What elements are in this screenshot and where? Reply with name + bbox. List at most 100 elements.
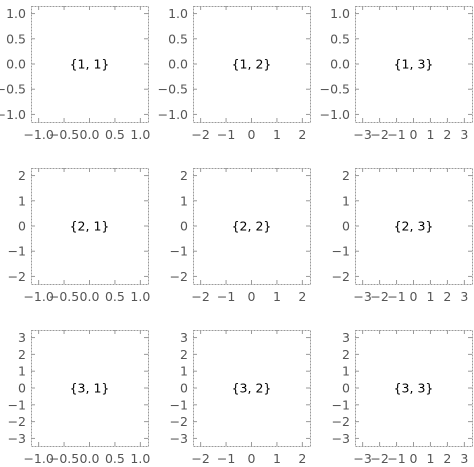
panel-2-1: −1.0−0.5 0.0 0.5 1.0 −2 −1 0 1 2 {2, 1} [8, 168, 150, 304]
x-tick-label: 0 [248, 289, 256, 304]
y-tick-label: 0 [342, 219, 350, 234]
x-tick-label: 2 [298, 451, 306, 466]
x-tick-label: −3 [353, 127, 371, 142]
y-tick-label: 0 [342, 381, 350, 396]
x-tick-label: −0.5 [49, 127, 79, 142]
x-tick-label: 0.0 [80, 451, 100, 466]
y-tick-label: 0.5 [168, 31, 188, 46]
x-tick-label: −1 [217, 451, 235, 466]
y-tick-label: −3 [8, 431, 26, 446]
x-tick-label: 1 [426, 127, 434, 142]
x-tick-label: 0 [248, 127, 256, 142]
y-tick-label: −1.0 [0, 107, 26, 122]
panel-label: {3, 1} [70, 381, 110, 396]
x-tick-label: 0 [410, 127, 418, 142]
x-tick-label: 3 [460, 127, 468, 142]
y-tick-label: 3 [342, 330, 350, 345]
y-tick-label: −0.5 [320, 82, 350, 97]
y-tick-label: 1.0 [6, 6, 26, 21]
panel-label: {2, 3} [394, 219, 434, 234]
x-tick-label: −3 [353, 451, 371, 466]
y-tick-label: 1 [342, 364, 350, 379]
x-tick-label: −2 [191, 289, 209, 304]
panel-label: {3, 2} [232, 381, 272, 396]
y-tick-label: 0 [18, 219, 26, 234]
x-tick-label: 2 [443, 127, 451, 142]
y-tick-label: 3 [18, 330, 26, 345]
panel-label: {1, 1} [70, 57, 110, 72]
x-tick-label: −1.0 [23, 451, 53, 466]
x-tick-label: 0 [410, 451, 418, 466]
panel-2-2: −2 −1 0 1 2 −2 −1 0 1 2 {2, 2} [170, 168, 311, 304]
x-tick-label: 0.5 [105, 289, 125, 304]
y-tick-label: 0.5 [6, 31, 26, 46]
y-tick-label: −1 [332, 397, 350, 412]
x-tick-label: 3 [460, 289, 468, 304]
y-tick-label: 2 [18, 168, 26, 183]
x-tick-label: −0.5 [49, 289, 79, 304]
y-tick-label: −3 [332, 431, 350, 446]
y-tick-label: −1 [8, 244, 26, 259]
x-tick-label: 0.5 [105, 451, 125, 466]
y-tick-label: 1 [180, 193, 188, 208]
y-tick-label: 1 [18, 193, 26, 208]
panel-label: {1, 3} [394, 57, 434, 72]
y-tick-label: −2 [8, 414, 26, 429]
y-tick-label: −2 [332, 414, 350, 429]
x-tick-label: −2 [370, 127, 388, 142]
x-tick-label: 1.0 [130, 127, 150, 142]
y-tick-label: −2 [170, 269, 188, 284]
y-tick-label: 0 [180, 381, 188, 396]
x-tick-label: 2 [298, 127, 306, 142]
x-tick-label: 2 [298, 289, 306, 304]
panel-1-2: −2 −1 0 1 2 −1.0 −0.5 0.0 0.5 1.0 {1, 2} [158, 6, 311, 142]
x-tick-label: 1 [426, 451, 434, 466]
y-tick-label: 3 [180, 330, 188, 345]
x-tick-label: 1.0 [130, 289, 150, 304]
x-tick-label: 0.0 [80, 127, 100, 142]
x-tick-label: −1 [387, 127, 405, 142]
x-tick-label: 0.0 [80, 289, 100, 304]
x-tick-label: −1.0 [23, 289, 53, 304]
y-tick-label: −1 [170, 397, 188, 412]
y-tick-label: 1 [18, 364, 26, 379]
y-tick-label: 1.0 [330, 6, 350, 21]
y-tick-label: −2 [332, 269, 350, 284]
y-tick-label: 2 [180, 347, 188, 362]
x-tick-label: −3 [353, 289, 371, 304]
y-tick-label: 1 [180, 364, 188, 379]
y-tick-label: −3 [170, 431, 188, 446]
y-tick-label: −1 [8, 397, 26, 412]
x-tick-label: 3 [460, 451, 468, 466]
y-tick-label: 1 [342, 193, 350, 208]
panel-1-3: −3−2−1 0 1 2 3 −1.0 −0.5 0.0 0.5 1.0 {1, 3} [320, 6, 473, 142]
panel-label: {2, 2} [232, 219, 272, 234]
x-tick-label: −1 [387, 289, 405, 304]
y-tick-label: 0.0 [168, 57, 188, 72]
y-tick-label: 0.0 [6, 57, 26, 72]
x-tick-label: −1 [217, 127, 235, 142]
x-tick-label: −2 [370, 289, 388, 304]
x-tick-label: −2 [191, 451, 209, 466]
y-tick-label: 2 [342, 168, 350, 183]
x-tick-label: 2 [443, 289, 451, 304]
y-tick-label: −1.0 [158, 107, 188, 122]
y-tick-label: −2 [170, 414, 188, 429]
panel-label: {1, 2} [232, 57, 272, 72]
x-tick-label: 1 [426, 289, 434, 304]
x-tick-label: −2 [191, 127, 209, 142]
x-tick-label: 0 [248, 451, 256, 466]
panel-1-1: −1.0−0.5 0.0 0.5 1.0−1.0−0.50.00.51.0{1, 1} [0, 6, 150, 142]
x-tick-label: 1 [273, 289, 281, 304]
x-tick-label: 2 [443, 451, 451, 466]
y-tick-label: 1.0 [168, 6, 188, 21]
x-tick-label: −1 [387, 451, 405, 466]
x-tick-label: −1 [217, 289, 235, 304]
x-tick-label: 1 [273, 451, 281, 466]
x-tick-label: 0.5 [105, 127, 125, 142]
x-tick-label: −1.0 [23, 127, 53, 142]
panel-3-1: −1.0−0.5 0.0 0.5 1.0 −3 −2 −10 1 2 3 {3, 1} [8, 330, 150, 466]
